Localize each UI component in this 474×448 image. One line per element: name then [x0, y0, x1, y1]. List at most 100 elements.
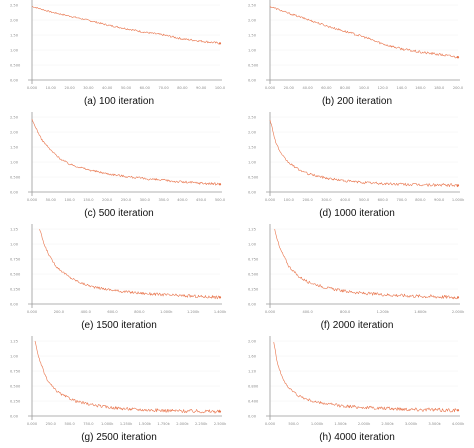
- x-tick-label: 20.00: [64, 86, 75, 90]
- x-tick-label: 2.000k: [452, 310, 465, 314]
- y-tick-label: 1.00: [10, 355, 19, 359]
- y-tick-label: 1.25: [10, 340, 18, 344]
- x-tick-label: 2.000k: [176, 422, 189, 426]
- x-tick-label: 750.0: [83, 422, 94, 426]
- series-end-point: [218, 42, 222, 45]
- x-tick-label: 3.000k: [405, 422, 418, 426]
- series-end-point: [456, 56, 460, 59]
- chart-panel-a: 2.50 2.00 1.50 1.00 0.500 0.00 0.000 10.00 20.00…: [6, 0, 232, 110]
- y-tick-label: 0.500: [248, 273, 259, 277]
- y-tick-label: 2.50: [248, 116, 257, 120]
- x-tick-label: 50.00: [46, 198, 57, 202]
- chart-panel-b: 2.50 2.00 1.50 1.00 0.500 0.00 0.000 20.00 40.00…: [244, 0, 470, 110]
- x-tick-label: 2.500k: [214, 422, 227, 426]
- caption-d: (d) 1000 iteration: [319, 208, 395, 219]
- y-tick-label: 0.500: [10, 273, 21, 277]
- chart-d: 2.50 2.00 1.50 1.00 0.500 0.00 0.000 100.0 200.0…: [248, 112, 465, 202]
- loss-series-line: [273, 342, 459, 413]
- y-tick-label: 0.00: [248, 303, 257, 307]
- x-tick-label: 20.00: [284, 86, 295, 90]
- y-tick-label: 1.00: [10, 161, 19, 165]
- chart-a: 2.50 2.00 1.50 1.00 0.500 0.00 0.000 10.00 20.00…: [10, 0, 226, 90]
- loss-series-line: [269, 119, 459, 188]
- chart-panel-h: 2.00 1.60 1.20 0.800 0.400 0.00 0.000 500.0 1.00…: [244, 336, 470, 446]
- caption-a: (a) 100 iteration: [83, 96, 155, 107]
- y-tick-label: 2.00: [10, 19, 19, 23]
- x-tick-label: 450.0: [196, 198, 207, 202]
- loss-series-line: [274, 228, 459, 300]
- chart-g: 1.25 1.00 0.750 0.500 0.250 0.00 0.000 250.0 500…: [10, 336, 227, 426]
- y-tick-label: 0.750: [10, 258, 21, 262]
- x-tick-label: 100.0: [284, 198, 295, 202]
- y-tick-label: 0.500: [10, 64, 21, 68]
- x-tick-label: 1.000k: [160, 310, 173, 314]
- x-tick-label: 400.0: [177, 198, 188, 202]
- y-tick-label: 0.250: [10, 400, 21, 404]
- x-tick-label: 1.500k: [139, 422, 152, 426]
- x-tick-label: 0.000: [265, 310, 276, 314]
- caption-g: (g) 2500 iteration: [81, 432, 157, 443]
- x-tick-label: 800.0: [134, 310, 145, 314]
- x-tick-label: 600.0: [107, 310, 118, 314]
- x-tick-label: 4.000k: [452, 422, 465, 426]
- chart-panel-g: 1.25 1.00 0.750 0.500 0.250 0.00 0.000 250.0 500…: [6, 336, 232, 446]
- x-tick-label: 80.00: [340, 86, 351, 90]
- x-tick-label: 900.0: [434, 198, 445, 202]
- y-tick-label: 0.00: [248, 415, 257, 419]
- y-tick-label: 2.50: [248, 4, 257, 8]
- chart-b: 2.50 2.00 1.50 1.00 0.500 0.00 0.000 20.00 40.00…: [248, 0, 464, 90]
- x-tick-label: 180.0: [434, 86, 445, 90]
- x-tick-label: 300.0: [321, 198, 332, 202]
- x-tick-label: 800.0: [340, 310, 351, 314]
- loss-series-line: [39, 229, 221, 300]
- caption-c: (c) 500 iteration: [84, 208, 154, 219]
- x-tick-label: 0.000: [27, 310, 38, 314]
- y-tick-label: 1.25: [248, 228, 256, 232]
- x-tick-label: 1.000k: [101, 422, 114, 426]
- x-tick-label: 200.0: [453, 86, 464, 90]
- x-tick-label: 1.200k: [187, 310, 200, 314]
- y-tick-label: 1.00: [248, 49, 257, 53]
- y-tick-label: 0.00: [10, 191, 19, 195]
- loss-series-line: [31, 6, 221, 45]
- x-tick-label: 60.00: [140, 86, 151, 90]
- x-tick-label: 70.00: [158, 86, 169, 90]
- y-tick-label: 0.500: [248, 176, 259, 180]
- caption-f: (f) 2000 iteration: [320, 320, 394, 331]
- y-tick-label: 1.60: [248, 355, 257, 359]
- x-tick-label: 1.000k: [452, 198, 465, 202]
- chart-f: 1.25 1.00 0.750 0.500 0.250 0.00 0.000 400.0 800…: [248, 224, 465, 314]
- series-end-point: [218, 296, 222, 299]
- x-tick-label: 250.0: [121, 198, 132, 202]
- y-tick-label: 0.00: [248, 191, 257, 195]
- y-tick-label: 1.00: [10, 49, 19, 53]
- x-tick-label: 120.0: [378, 86, 389, 90]
- x-tick-label: 60.00: [321, 86, 332, 90]
- x-tick-label: 500.0: [64, 422, 75, 426]
- chart-e: 1.25 1.00 0.750 0.500 0.250 0.00 0.000 200.0 400…: [10, 224, 227, 314]
- chart-c: 2.50 2.00 1.50 1.00 0.500 0.00 0.000 50.00 100.0…: [10, 112, 226, 202]
- x-tick-label: 500.0: [215, 198, 226, 202]
- x-tick-label: 80.00: [177, 86, 188, 90]
- x-tick-label: 0.000: [265, 198, 276, 202]
- y-tick-label: 0.00: [10, 79, 19, 83]
- y-tick-label: 0.400: [248, 400, 259, 404]
- y-tick-label: 0.250: [10, 288, 21, 292]
- x-tick-label: 200.0: [102, 198, 113, 202]
- y-tick-label: 1.00: [248, 161, 257, 165]
- caption-e: (e) 1500 iteration: [81, 320, 157, 331]
- x-tick-label: 100.0: [64, 198, 75, 202]
- y-tick-label: 0.00: [10, 303, 19, 307]
- x-tick-label: 140.0: [396, 86, 407, 90]
- x-tick-label: 3.500k: [428, 422, 441, 426]
- y-tick-label: 0.500: [248, 64, 259, 68]
- y-tick-label: 2.00: [248, 131, 257, 135]
- loss-series-line: [269, 5, 459, 59]
- y-tick-label: 0.250: [248, 288, 259, 292]
- series-end-point: [456, 296, 460, 299]
- chart-panel-c: 2.50 2.00 1.50 1.00 0.500 0.00 0.000 50.00 100.0…: [6, 112, 232, 222]
- y-tick-label: 0.800: [248, 385, 259, 389]
- y-tick-label: 1.50: [248, 34, 257, 38]
- x-tick-label: 250.0: [46, 422, 57, 426]
- caption-b: (b) 200 iteration: [321, 96, 393, 107]
